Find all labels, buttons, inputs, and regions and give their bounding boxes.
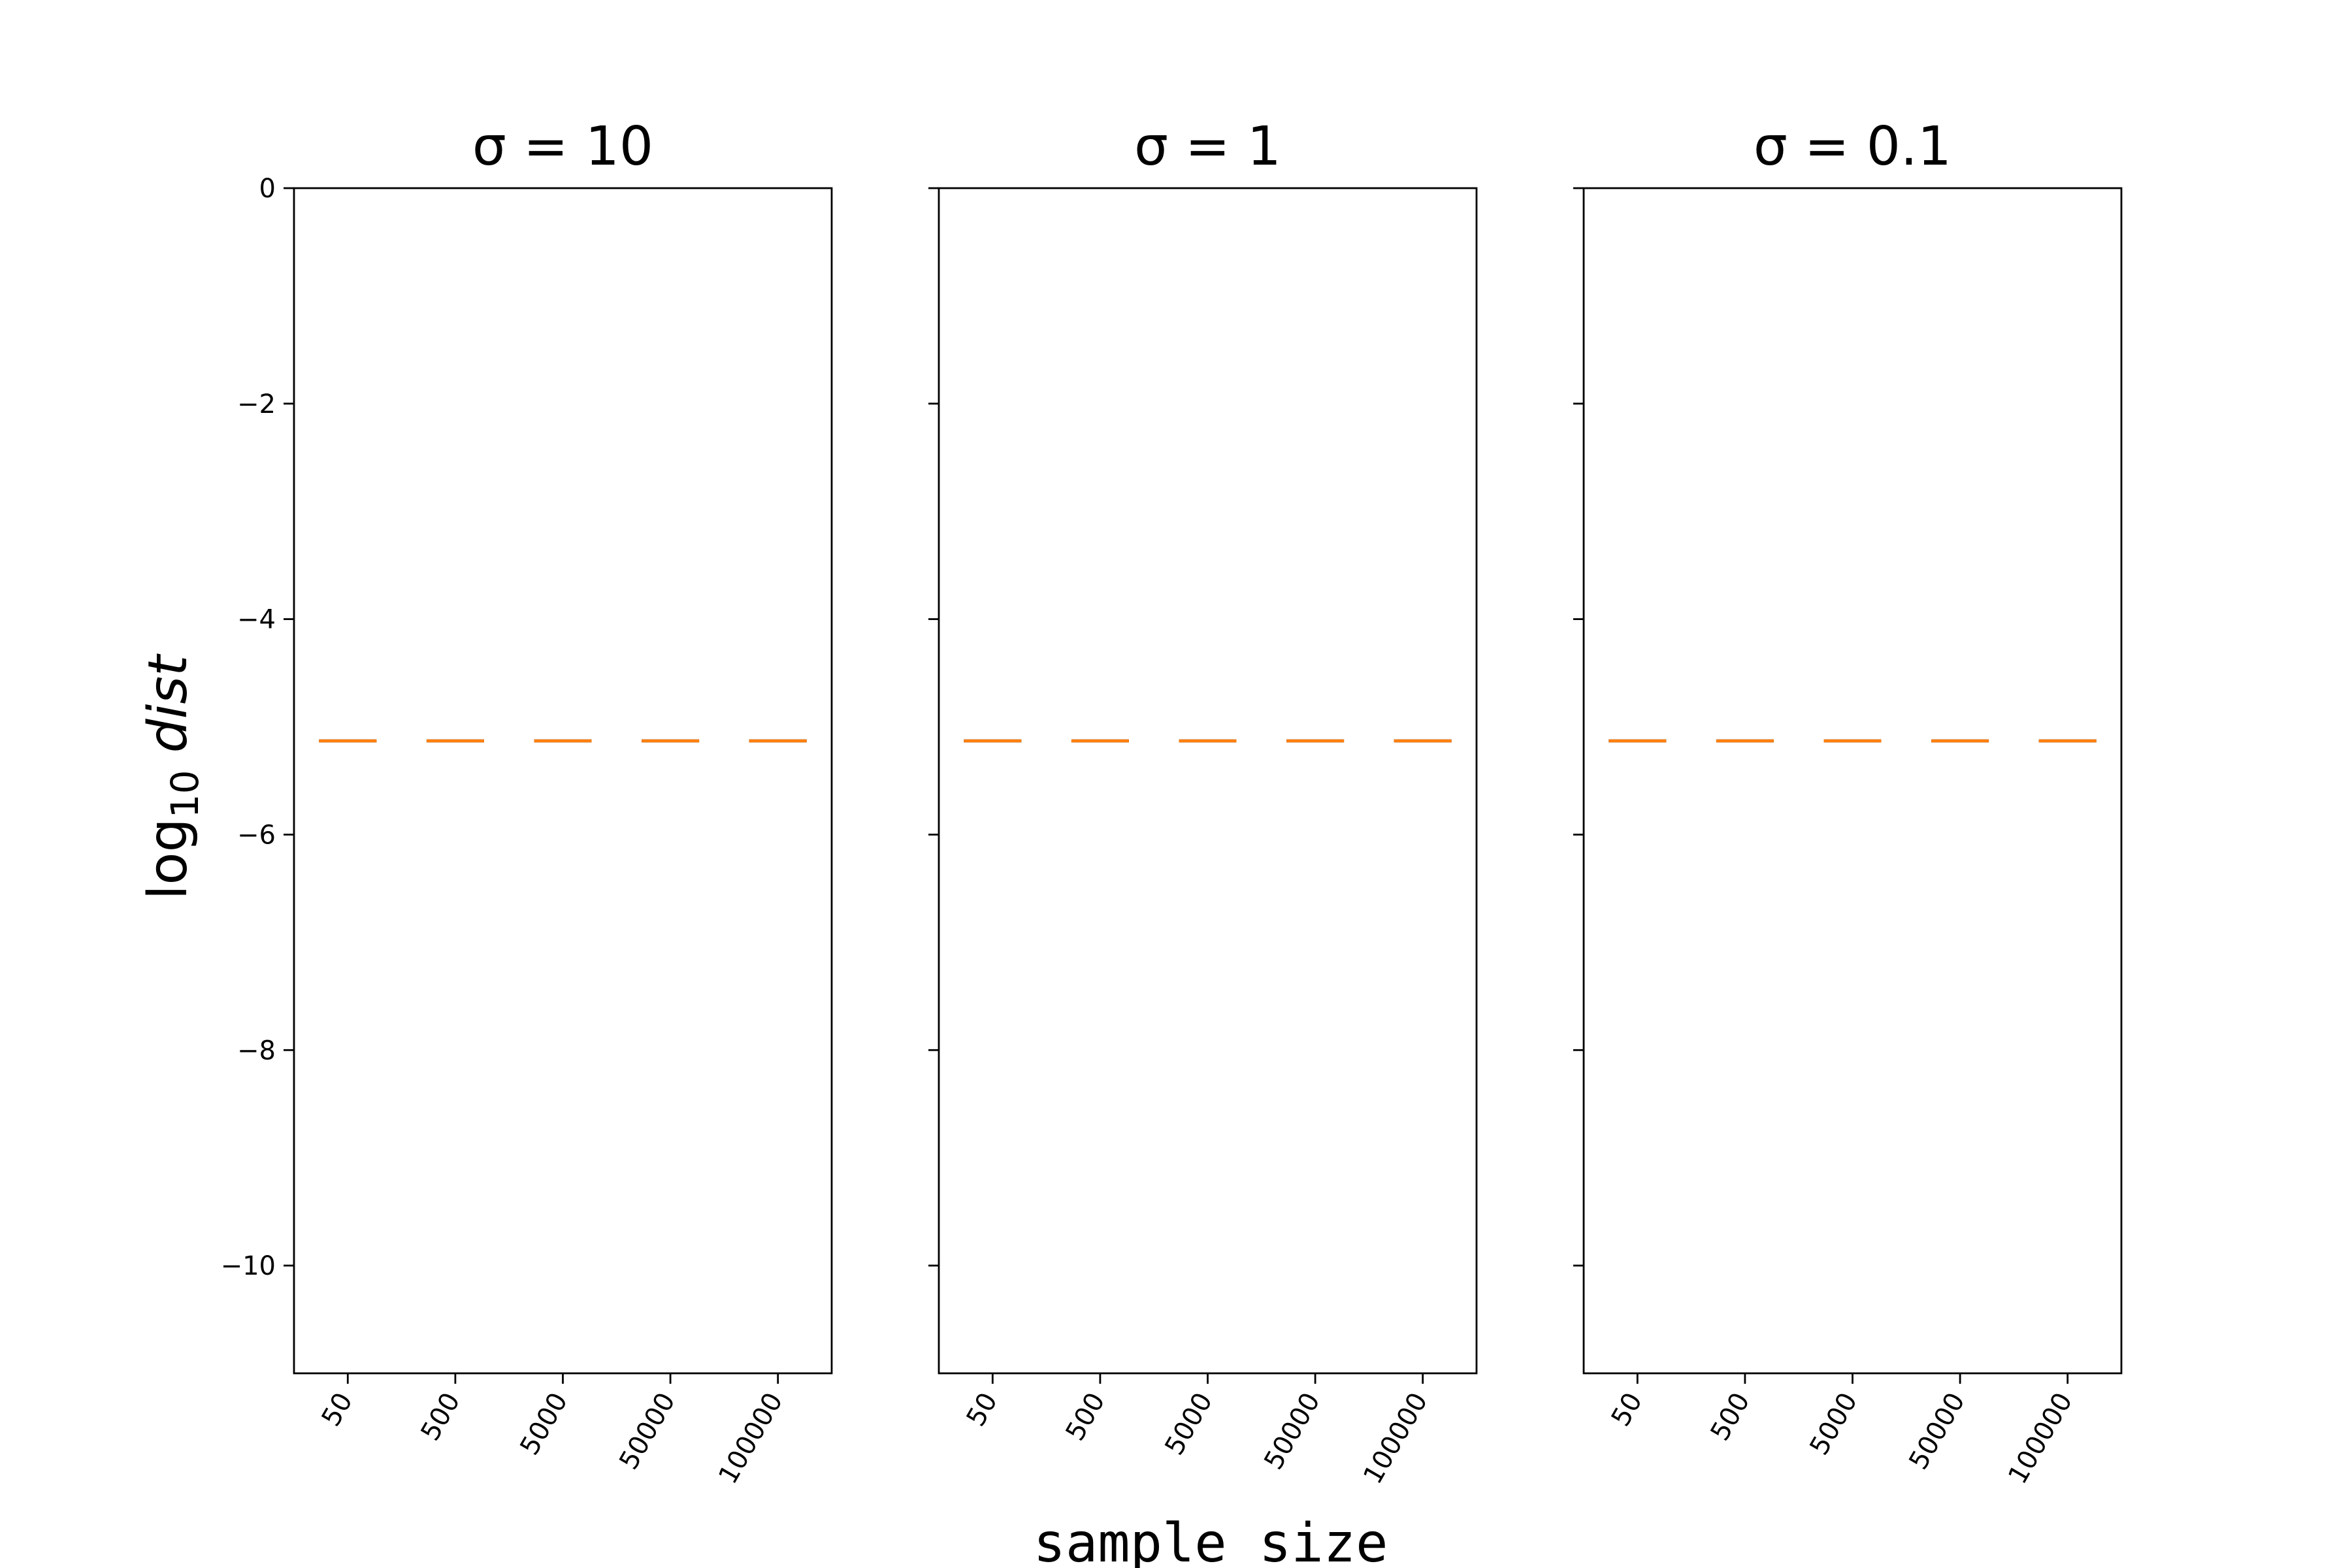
x-tick-label: 5000 [514,1388,574,1460]
x-tick-label: 50 [1606,1388,1648,1431]
y-tick-label: −4 [237,605,276,635]
x-tick-label: 100000 [2002,1388,2078,1489]
panel-title: σ = 10 [472,116,653,178]
plot-frame [938,187,1478,1375]
x-tick-label: 50 [961,1388,1004,1431]
y-tick-label: −2 [237,389,276,419]
y-axis-label: log10 dist [137,653,207,900]
panel-title: σ = 0.1 [1754,116,1952,178]
panel-2: σ = 1 50 500 5000 50000 100000 [928,116,1478,1489]
panel-1: σ = 10 0 −2 −4 −6 −8 −10 50 500 5000 50000 100000 [221,116,833,1489]
x-tick-label: 100000 [713,1388,789,1489]
y-tick-label: −8 [237,1036,276,1066]
panel-title: σ = 1 [1134,116,1281,178]
x-tick-label: 50000 [613,1388,681,1475]
plot-frame [293,187,833,1375]
plot-frame [1582,187,2123,1375]
panel-3: σ = 0.1 50 500 5000 50000 100000 [1573,116,2123,1489]
x-tick-label: 5000 [1159,1388,1218,1460]
x-tick-label: 500 [1060,1388,1111,1446]
x-tick-label: 5000 [1804,1388,1863,1460]
x-tick-label: 50000 [1903,1388,1970,1475]
y-tick-label: −6 [237,820,276,850]
x-tick-label: 500 [416,1388,466,1446]
x-tick-label: 50 [316,1388,359,1431]
x-tick-label: 500 [1705,1388,1756,1446]
x-tick-label: 100000 [1358,1388,1433,1489]
y-tick-label: −10 [221,1251,276,1281]
x-axis-label: sample size [1033,1512,1388,1568]
y-tick-label: 0 [259,174,276,204]
x-tick-label: 50000 [1258,1388,1326,1475]
